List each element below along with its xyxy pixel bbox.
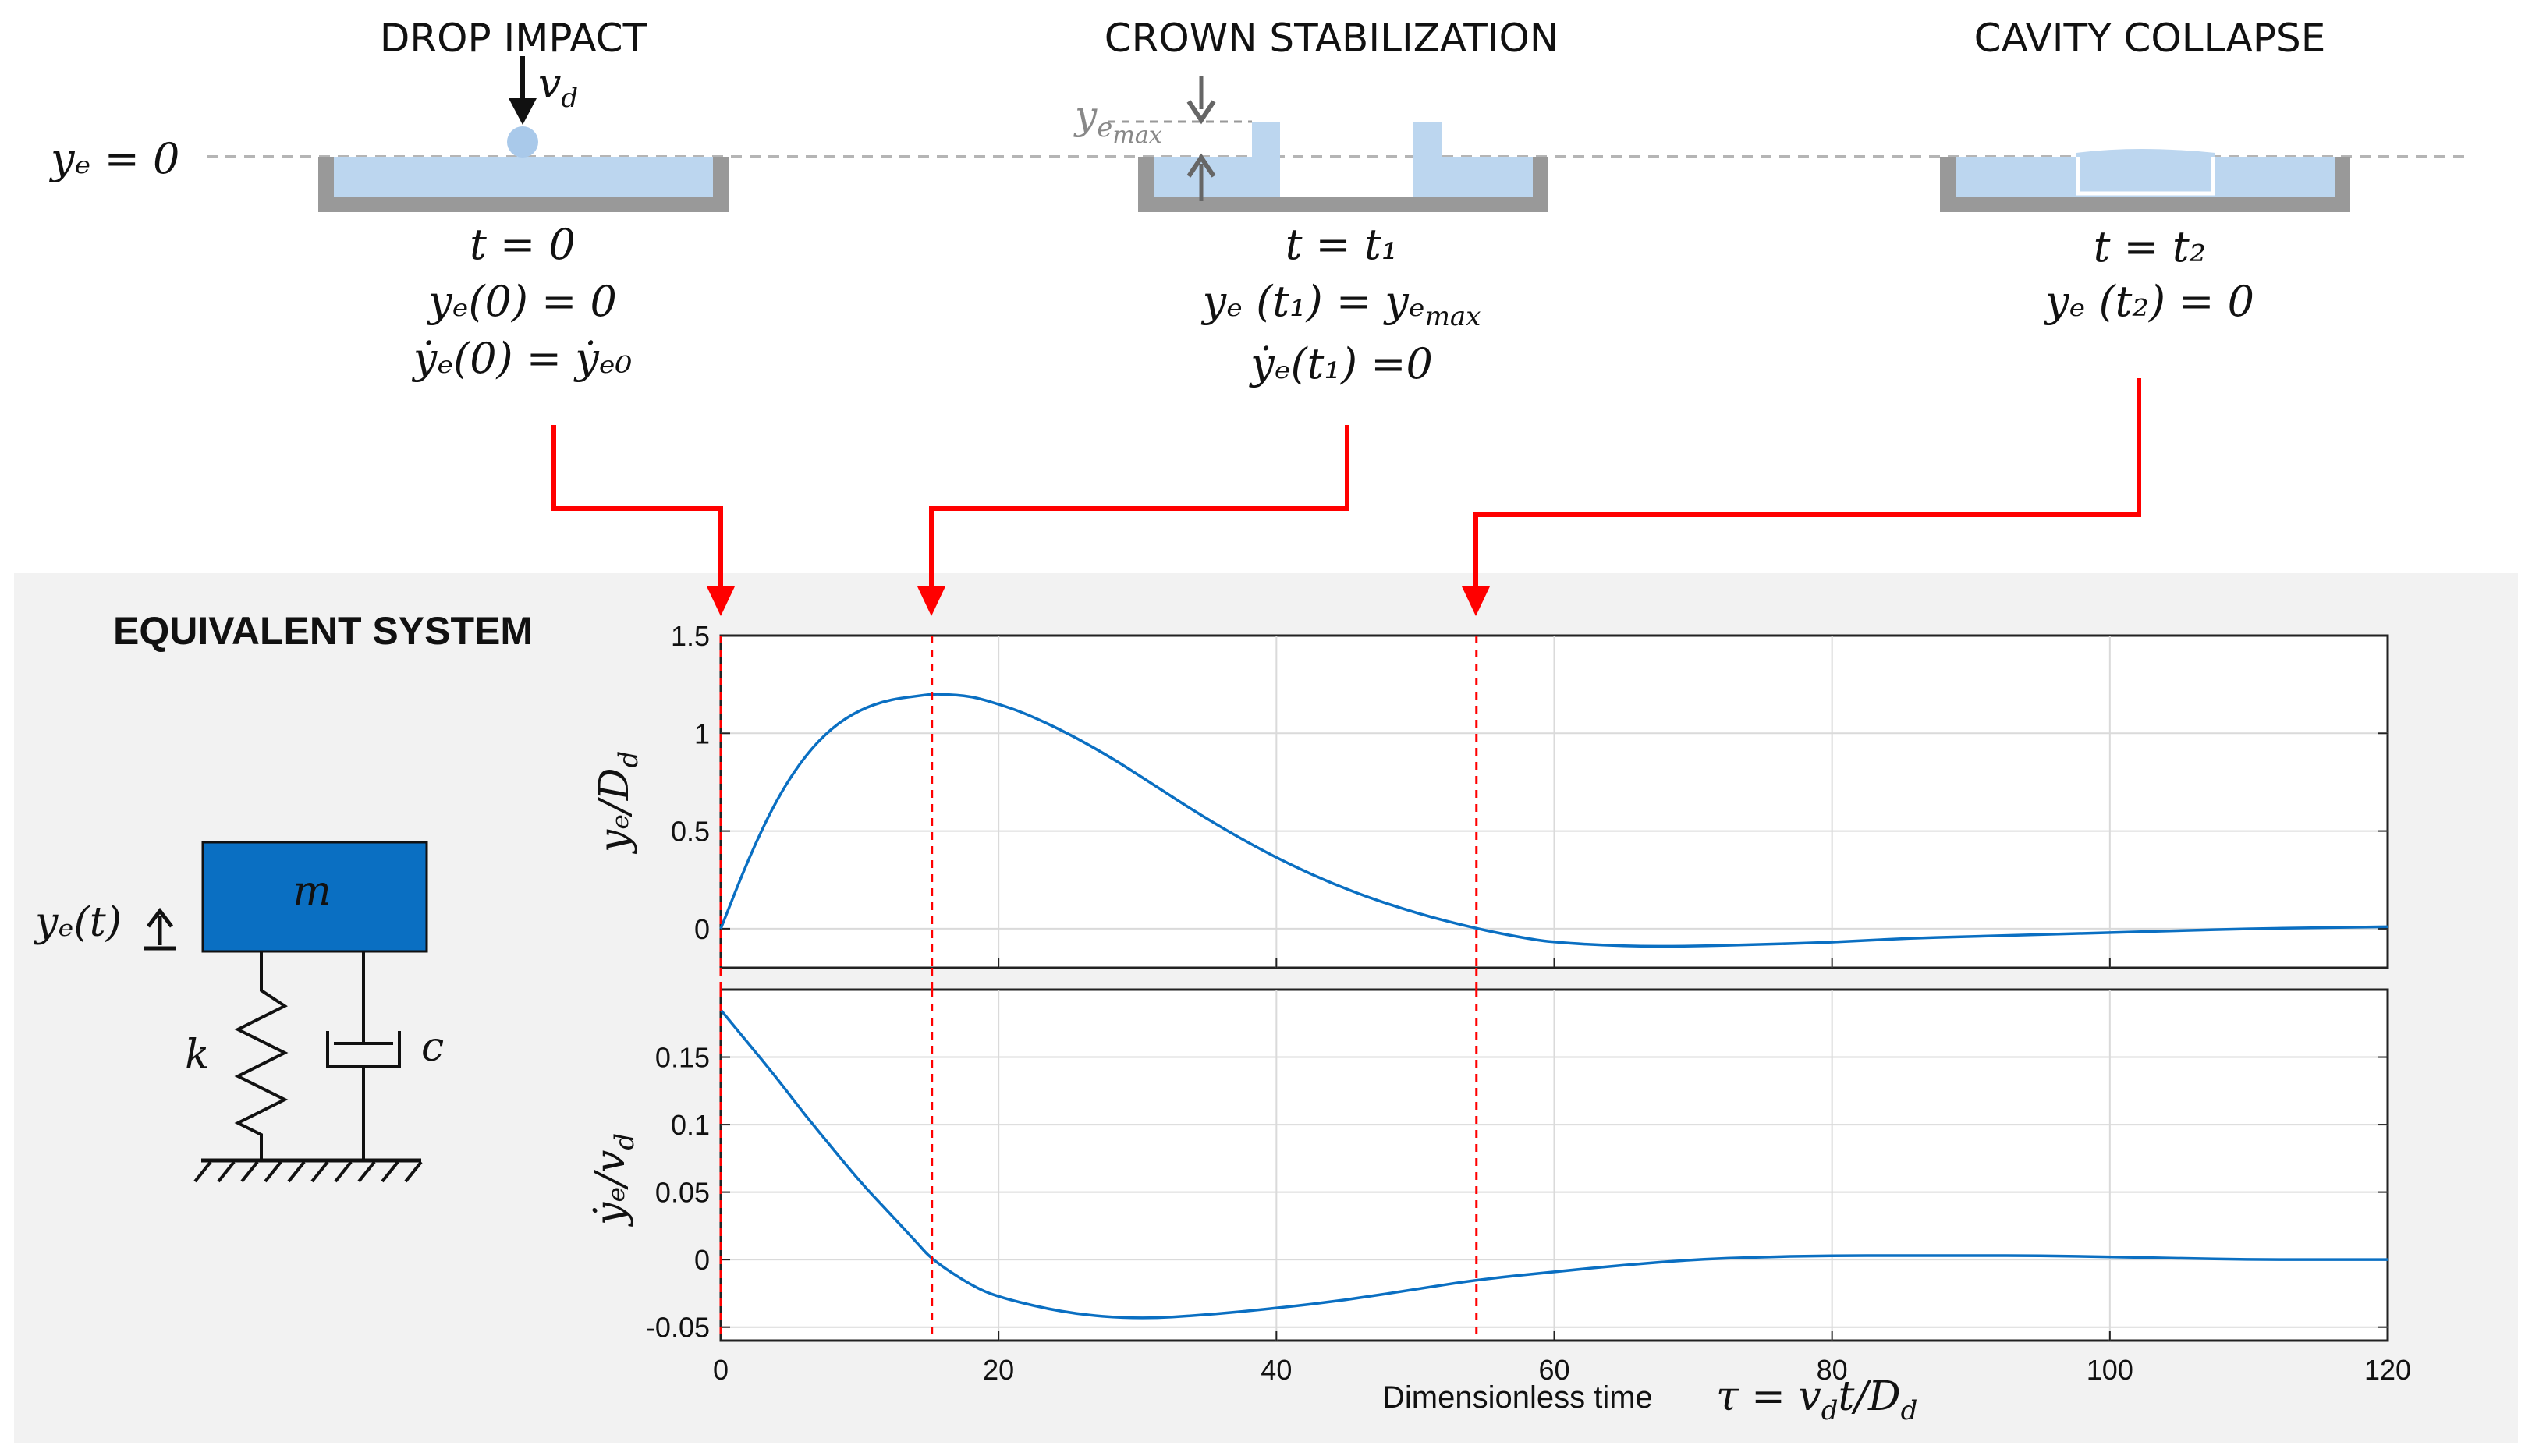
y-tick-label: 1.5 xyxy=(671,620,710,652)
chart2-xlabel-math: τ = vdt/Dd xyxy=(1716,1373,1917,1426)
ymax-arrow-bottom-head xyxy=(1186,153,1216,178)
ground xyxy=(193,1158,423,1183)
connector-crown xyxy=(929,425,1349,593)
ymax-arrow-top-head xyxy=(1186,100,1216,125)
vessel-1 xyxy=(318,157,729,212)
stage-title-crown: CROWN STABILIZATION xyxy=(1105,16,1559,61)
stage-title-cavity: CAVITY COLLAPSE xyxy=(1974,16,2326,61)
chart2-xlabel: Dimensionless time xyxy=(1382,1380,1653,1415)
stage-crown-stabilization: CROWN STABILIZATION yemax t = t₁ yₑ (t₁)… xyxy=(1073,16,1559,388)
chart2-x-ticks: 0 20 40 60 80 100 120 xyxy=(713,1354,2411,1386)
mass-label: m xyxy=(293,868,331,915)
chart2-markers xyxy=(719,968,1478,1341)
chart-displacement: 0 0.5 1 1.5 yₑ/Dd xyxy=(591,620,2389,969)
eq-dye0: ẏₑ(0) = ẏₑ₀ xyxy=(412,334,633,383)
vessel-2 xyxy=(1138,157,1548,212)
spring xyxy=(234,951,289,1160)
eq-ye-t1: yₑ (t₁) = yₑmax xyxy=(1201,277,1481,332)
vessel-3 xyxy=(1940,157,2350,212)
eq-t1: t = t₁ xyxy=(1286,220,1399,269)
cavity-outline xyxy=(2076,157,2215,196)
connector-cavity xyxy=(1473,378,2141,593)
chart1-ylabel: yₑ/Dd xyxy=(591,751,644,855)
x-tick-label: 100 xyxy=(2087,1354,2133,1386)
damper-label: c xyxy=(421,1024,444,1071)
y-tick-label: 0.5 xyxy=(671,816,710,848)
eq-dye-t1: ẏₑ(t₁) =0 xyxy=(1249,339,1433,388)
damper xyxy=(326,951,401,1160)
spring-label: k xyxy=(185,1032,210,1079)
stage-schematics: yₑ = 0 DROP IMPACT vd t = 0 yₑ(0) = 0 ẏₑ… xyxy=(49,16,2469,388)
arrowhead-1 xyxy=(707,586,735,616)
y-tick-label: -0.05 xyxy=(646,1312,710,1344)
stage-title-drop-impact: DROP IMPACT xyxy=(380,16,647,61)
displacement-label: yₑ(t) xyxy=(34,899,122,946)
chart1-series-line xyxy=(719,693,2388,948)
chart2-ylabel: ẏₑ/vd xyxy=(587,1133,640,1227)
y-tick-label: 0 xyxy=(694,913,710,945)
displacement-arrow-icon xyxy=(144,907,176,951)
x-tick-label: 80 xyxy=(1817,1354,1848,1386)
arrowhead-3 xyxy=(1462,586,1490,616)
eq-t2: t = t₂ xyxy=(2094,222,2207,271)
water-pool-2-right xyxy=(1413,157,1533,197)
water-pool-3 xyxy=(1956,157,2335,197)
y-tick-label: 1 xyxy=(694,717,710,749)
x-tick-label: 60 xyxy=(1538,1354,1569,1386)
arrowhead-2 xyxy=(917,586,945,616)
x-tick-label: 40 xyxy=(1261,1354,1292,1386)
velocity-arrow-head xyxy=(509,98,537,125)
velocity-label: vd xyxy=(538,61,578,114)
connector-drop-impact xyxy=(551,425,723,593)
chart1-grid xyxy=(720,635,2388,968)
collapsed-surface xyxy=(2076,149,2215,157)
droplet xyxy=(507,126,538,158)
stage-drop-impact: DROP IMPACT vd t = 0 yₑ(0) = 0 ẏₑ(0) = ẏ… xyxy=(318,16,729,383)
reference-label: yₑ = 0 xyxy=(49,134,179,183)
water-pool-1 xyxy=(334,157,713,197)
x-tick-label: 0 xyxy=(713,1354,729,1386)
y-tick-label: 0.1 xyxy=(671,1109,710,1141)
y-tick-label: 0.05 xyxy=(655,1177,710,1209)
stage-cavity-collapse: CAVITY COLLAPSE t = t₂ yₑ (t₂) = 0 xyxy=(1940,16,2350,326)
y-tick-label: 0 xyxy=(694,1244,710,1276)
ymax-label: yemax xyxy=(1073,93,1162,149)
connectors xyxy=(551,378,2141,593)
eq-t0: t = 0 xyxy=(470,220,576,269)
eq-ye0: yₑ(0) = 0 xyxy=(427,277,617,326)
chart2-series-line xyxy=(719,1008,2388,1320)
equivalent-system: EQUIVALENT SYSTEM m yₑ(t) k c xyxy=(34,609,533,1183)
chart2-grid xyxy=(720,990,2388,1341)
y-tick-label: 0.15 xyxy=(655,1042,710,1074)
crown-wall-left xyxy=(1252,122,1280,197)
connector-arrowheads xyxy=(707,586,1490,616)
x-tick-label: 20 xyxy=(983,1354,1014,1386)
x-tick-label: 120 xyxy=(2364,1354,2411,1386)
equivalent-system-title: EQUIVALENT SYSTEM xyxy=(113,609,533,653)
chart2-y-ticks: -0.05 0 0.05 0.1 0.15 xyxy=(646,1042,710,1344)
mass-block xyxy=(201,841,428,953)
chart1-y-ticks: 0 0.5 1 1.5 xyxy=(671,620,710,945)
eq-ye-t2: yₑ (t₂) = 0 xyxy=(2044,277,2254,326)
